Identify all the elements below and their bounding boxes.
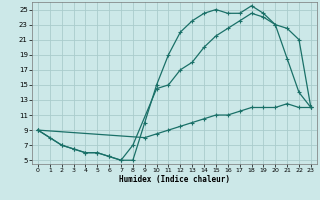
X-axis label: Humidex (Indice chaleur): Humidex (Indice chaleur) <box>119 175 230 184</box>
